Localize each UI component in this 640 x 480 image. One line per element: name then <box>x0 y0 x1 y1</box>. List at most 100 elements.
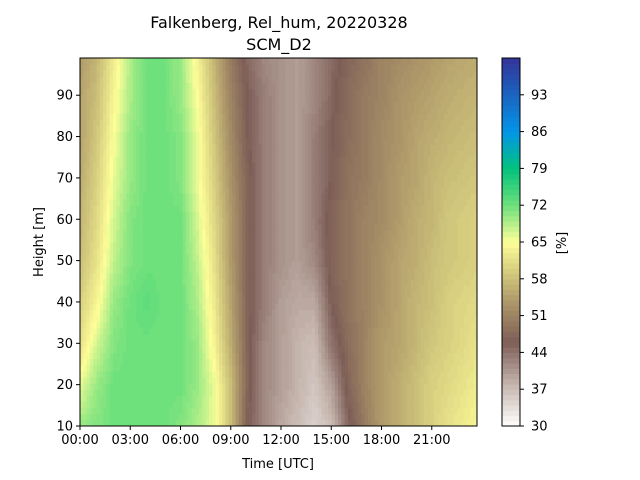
heatmap-cell <box>394 229 399 237</box>
heatmap-cell <box>364 254 369 261</box>
heatmap-cell <box>89 229 94 237</box>
heatmap-cell <box>106 217 111 225</box>
heatmap-cell <box>470 217 475 225</box>
heatmap-cell <box>116 383 121 390</box>
heatmap-cell <box>119 303 124 311</box>
heatmap-cell <box>142 192 147 200</box>
heatmap-cell <box>357 278 362 286</box>
heatmap-cell <box>126 370 131 378</box>
heatmap-cell <box>166 327 170 335</box>
heatmap-cell <box>96 229 101 237</box>
heatmap-cell <box>324 327 329 335</box>
heatmap-cell <box>364 211 369 219</box>
heatmap-cell <box>417 327 422 335</box>
heatmap-cell <box>443 297 448 304</box>
heatmap-cell <box>354 309 359 317</box>
heatmap-cell <box>318 401 323 409</box>
heatmap-cell <box>430 346 435 353</box>
heatmap-cell <box>318 419 323 426</box>
heatmap-cell <box>338 235 342 243</box>
heatmap-cell <box>424 358 428 366</box>
heatmap-cell <box>397 346 402 353</box>
heatmap-cell <box>460 180 465 188</box>
heatmap-cell <box>400 303 405 311</box>
heatmap-cell <box>261 229 266 237</box>
heatmap-cell <box>271 321 276 329</box>
heatmap-cell <box>324 199 329 206</box>
heatmap-cell <box>109 401 114 409</box>
heatmap-cell <box>199 352 204 360</box>
heatmap-cell <box>258 340 263 347</box>
heatmap-cell <box>149 223 154 231</box>
heatmap-cell <box>132 260 137 268</box>
heatmap-cell <box>126 168 131 176</box>
heatmap-cell <box>288 346 293 353</box>
heatmap-cell <box>218 223 223 231</box>
heatmap-cell <box>96 278 101 286</box>
heatmap-cell <box>400 334 405 341</box>
heatmap-cell <box>410 419 415 426</box>
heatmap-cell <box>129 284 134 292</box>
heatmap-cell <box>228 364 233 372</box>
heatmap-cell <box>285 389 290 396</box>
heatmap-cell <box>93 168 98 176</box>
heatmap-cell <box>387 321 392 329</box>
heatmap-cell <box>185 327 190 335</box>
heatmap-cell <box>258 370 263 378</box>
heatmap-cell <box>304 168 309 176</box>
heatmap-cell <box>304 297 309 304</box>
heatmap-cell <box>344 266 349 274</box>
heatmap-cell <box>460 174 465 182</box>
heatmap-cell <box>86 352 91 360</box>
heatmap-cell <box>331 370 336 378</box>
heatmap-cell <box>437 199 442 206</box>
heatmap-cell <box>106 334 111 341</box>
heatmap-cell <box>238 242 243 249</box>
heatmap-cell <box>195 192 200 200</box>
heatmap-cell <box>175 272 180 280</box>
heatmap-cell <box>205 291 210 298</box>
heatmap-cell <box>162 297 167 304</box>
heatmap-cell <box>209 334 213 341</box>
heatmap-cell <box>473 358 477 366</box>
heatmap-cell <box>374 248 379 255</box>
heatmap-cell <box>417 180 422 188</box>
heatmap-cell <box>351 340 356 347</box>
heatmap-cell <box>123 272 127 280</box>
heatmap-cell <box>258 352 263 360</box>
heatmap-cell <box>139 419 144 426</box>
heatmap-cell <box>265 303 270 311</box>
heatmap-cell <box>93 334 98 341</box>
heatmap-cell <box>295 205 299 212</box>
heatmap-cell <box>453 303 458 311</box>
heatmap-cell <box>417 260 422 268</box>
heatmap-cell <box>384 272 389 280</box>
heatmap-cell <box>318 407 323 415</box>
heatmap-cell <box>209 315 213 323</box>
heatmap-cell <box>334 395 339 403</box>
heatmap-cell <box>189 413 194 421</box>
heatmap-cell <box>430 291 435 298</box>
heatmap-cell <box>238 383 243 390</box>
heatmap-cell <box>255 413 260 421</box>
heatmap-cell <box>364 180 369 188</box>
heatmap-cell <box>215 315 220 323</box>
heatmap-cell <box>460 370 465 378</box>
heatmap-cell <box>407 260 412 268</box>
heatmap-cell <box>142 229 147 237</box>
heatmap-cell <box>371 205 376 212</box>
heatmap-cell <box>202 199 207 206</box>
heatmap-cell <box>123 266 127 274</box>
heatmap-cell <box>291 389 296 396</box>
heatmap-cell <box>152 315 157 323</box>
heatmap-cell <box>318 235 323 243</box>
heatmap-cell <box>463 413 468 421</box>
heatmap-cell <box>278 358 283 366</box>
heatmap-cell <box>238 334 243 341</box>
heatmap-cell <box>427 340 432 347</box>
heatmap-cell <box>162 180 167 188</box>
heatmap-cell <box>338 260 342 268</box>
heatmap-cell <box>86 235 91 243</box>
heatmap-cell <box>129 383 134 390</box>
heatmap-cell <box>341 309 346 317</box>
